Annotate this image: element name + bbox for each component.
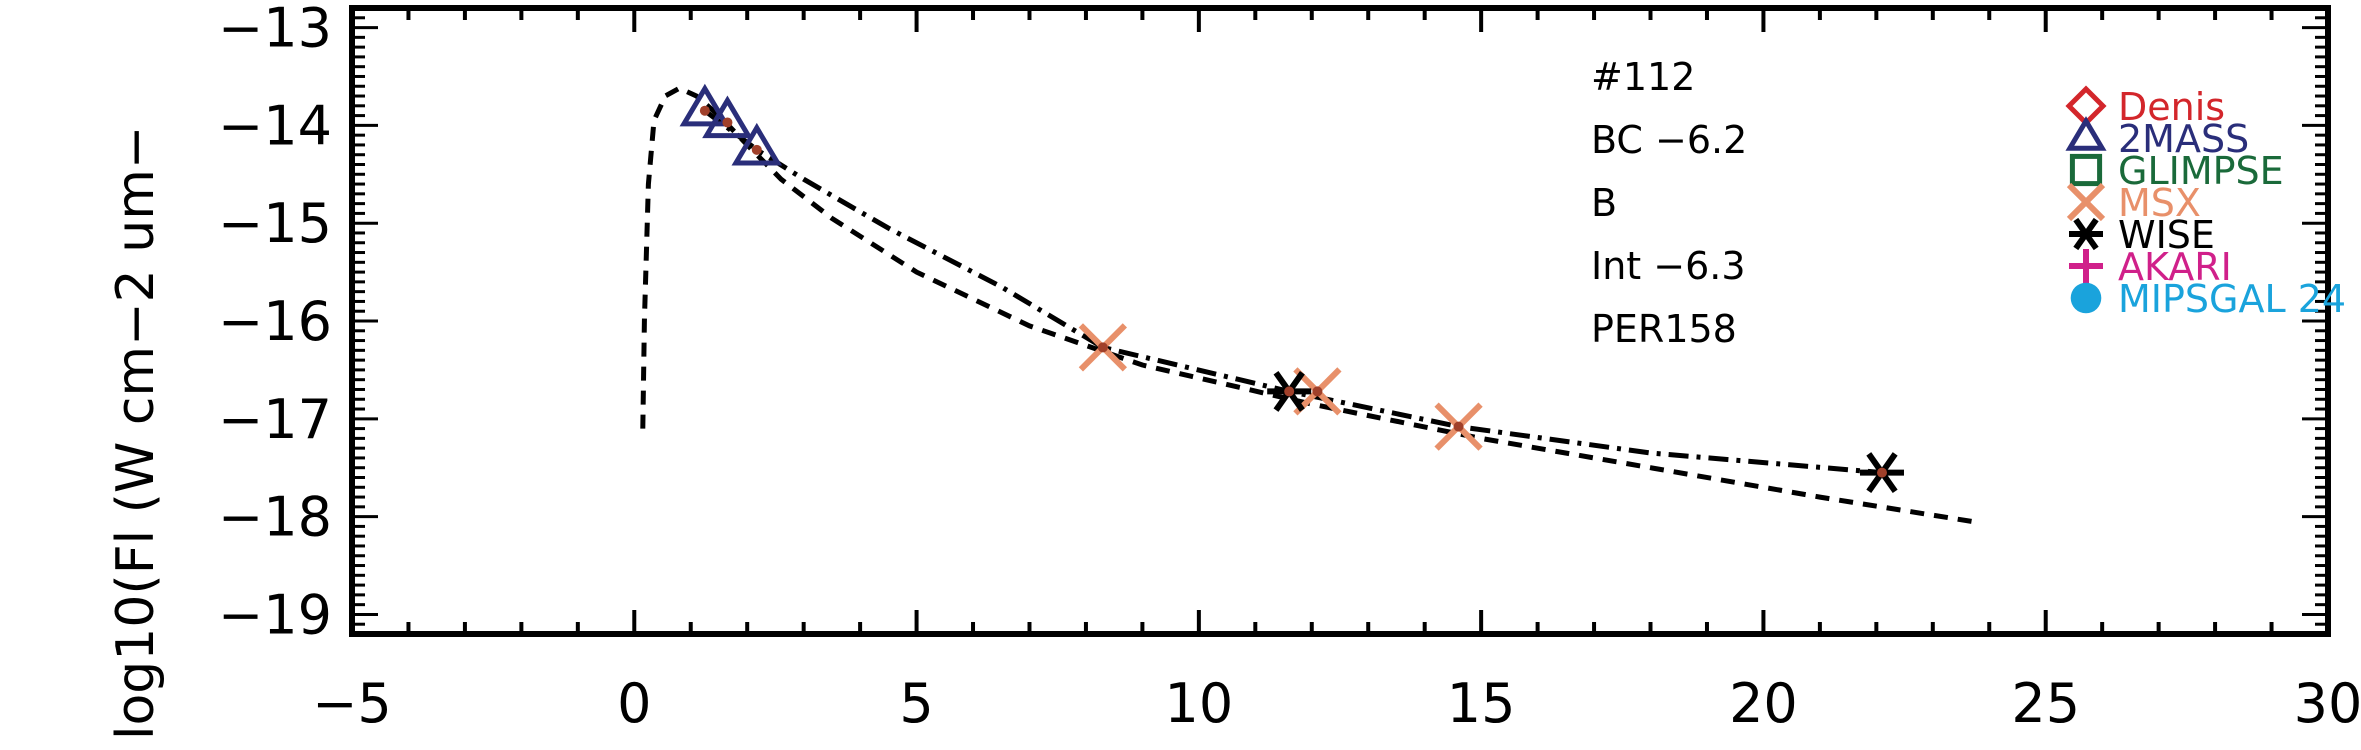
centre-dot <box>1284 386 1295 397</box>
annotation-text: #112 <box>1591 55 1695 99</box>
triangle-shape <box>679 83 731 127</box>
x-tick-label: 15 <box>1447 672 1516 735</box>
centre-dot <box>751 144 762 155</box>
triangle-marker <box>731 122 783 166</box>
centre-dot <box>1453 421 1464 432</box>
annotation-text: PER158 <box>1591 307 1737 351</box>
annotation-text: B <box>1591 181 1617 225</box>
y-tick-label: −14 <box>218 94 332 157</box>
x-tick-label: 10 <box>1164 672 1233 735</box>
triangle-marker <box>679 83 731 127</box>
x-tick-label: −5 <box>312 672 392 735</box>
x-tick-label: 0 <box>617 672 651 735</box>
x-tick-label: 30 <box>2294 672 2361 735</box>
y-tick-label: −18 <box>218 486 332 549</box>
legend-item: 2MASS <box>2065 116 2249 161</box>
centre-dot <box>1097 342 1108 353</box>
y-tick-label: −16 <box>218 290 332 353</box>
annotation-text: BC −6.2 <box>1591 118 1747 162</box>
triangle-marker <box>702 95 753 139</box>
square-shape <box>2069 153 2103 187</box>
triangle-shape <box>702 95 753 139</box>
y-axis-label: log10(Fl (W cm−2 um− <box>106 126 166 740</box>
asterisk-stroke <box>2073 217 2099 251</box>
centre-dot <box>722 117 733 128</box>
x-tick-label: 5 <box>899 672 933 735</box>
model-lines <box>640 85 1973 524</box>
y-tick-label: −19 <box>218 583 332 646</box>
legend-label: WISE <box>2118 213 2215 257</box>
centre-dot <box>699 105 710 116</box>
legend-label: MIPSGAL 24 <box>2118 277 2346 321</box>
legend-item: WISE <box>2069 213 2215 257</box>
legend-item: Denis <box>2065 85 2225 129</box>
triangle-shape <box>731 122 783 166</box>
asterisk-marker <box>2069 217 2103 251</box>
annotation-text: Int −6.3 <box>1591 244 1746 288</box>
legend-item: MSX <box>2066 181 2201 225</box>
centre-dot <box>1312 386 1323 397</box>
circle-shape <box>2070 282 2102 314</box>
model-line-dashdot <box>703 108 1883 476</box>
x-tick-label: 20 <box>1729 672 1798 735</box>
x-marker <box>2066 182 2106 222</box>
y-tick-label: −15 <box>218 192 332 255</box>
annotations: #112 BC −6.2 B Int −6.3 PER158 <box>1591 55 1747 351</box>
square-marker <box>2069 153 2103 187</box>
centre-dot <box>1876 467 1887 478</box>
legend-label: GLIMPSE <box>2118 149 2284 193</box>
legend-item: GLIMPSE <box>2069 149 2284 193</box>
plot-border <box>349 5 2331 637</box>
triangle-shape <box>2065 116 2107 151</box>
plus-marker <box>2069 249 2103 283</box>
tick-labels: −5 0 5 10 15 20 25 30 −13 −14 −15 −16 −17 −18 −19 <box>218 0 2361 735</box>
y-tick-label: −17 <box>218 388 332 451</box>
legend-label: MSX <box>2118 181 2201 225</box>
x-tick-label: 25 <box>2011 672 2080 735</box>
legend-label: Denis <box>2118 85 2225 129</box>
legend-item: AKARI <box>2069 245 2232 289</box>
triangle-marker <box>2065 116 2107 151</box>
circle-marker <box>2070 282 2102 314</box>
data-markers <box>679 83 1904 494</box>
model-line-dashed <box>640 85 1973 524</box>
legend-label: 2MASS <box>2118 117 2249 161</box>
x-stroke <box>2066 182 2106 222</box>
plot-frame <box>349 5 2331 637</box>
legend-item: MIPSGAL 24 <box>2070 277 2346 321</box>
axis-ticks <box>350 6 2330 636</box>
legend-label: AKARI <box>2118 245 2232 289</box>
y-tick-label: −13 <box>218 0 332 60</box>
